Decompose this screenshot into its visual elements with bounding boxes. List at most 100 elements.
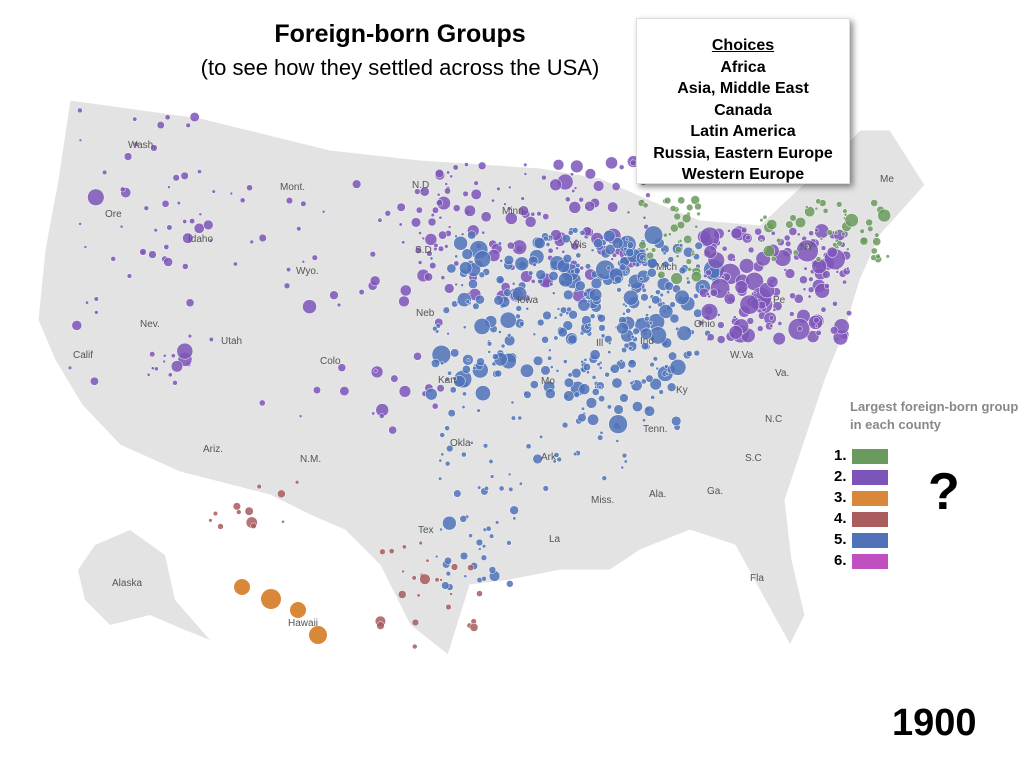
county-dot [669, 301, 676, 308]
county-dot [339, 386, 350, 397]
county-dot [845, 247, 850, 252]
county-dot [561, 249, 566, 254]
county-dot [467, 564, 474, 572]
county-dot [426, 250, 433, 257]
county-dot [519, 363, 534, 378]
county-dot [859, 236, 869, 246]
county-dot [452, 376, 458, 381]
county-dot [874, 232, 880, 238]
county-dot [563, 289, 574, 301]
county-dot [599, 430, 604, 435]
county-dot [313, 386, 321, 395]
county-dot [623, 459, 628, 464]
county-dot [454, 234, 458, 238]
county-dot [572, 227, 579, 234]
county-dot [700, 303, 719, 321]
county-dot [435, 323, 441, 329]
county-dot [579, 229, 586, 236]
county-dot [446, 263, 457, 274]
county-dot [598, 366, 603, 370]
county-dot [553, 452, 560, 458]
county-dot [492, 353, 499, 360]
county-dot [436, 199, 444, 207]
county-dot [699, 226, 721, 248]
county-dot [518, 481, 523, 486]
county-dot [805, 244, 810, 249]
county-dot [667, 256, 674, 263]
county-dot [94, 310, 99, 315]
county-dot [624, 270, 629, 274]
county-dot [78, 138, 83, 143]
county-dot [446, 170, 451, 175]
county-dot [870, 247, 878, 255]
state-label: Me [880, 174, 894, 185]
state-label: Miss. [591, 495, 614, 506]
county-dot [567, 229, 574, 236]
county-dot [530, 211, 536, 217]
county-dot [547, 355, 553, 361]
county-dot [424, 233, 438, 246]
county-dot [170, 360, 184, 373]
county-dot [785, 240, 792, 247]
county-dot [170, 353, 176, 359]
county-dot [454, 282, 458, 287]
county-dot [770, 230, 776, 236]
county-dot [212, 511, 219, 517]
county-dot [530, 279, 536, 284]
county-dot [401, 569, 405, 574]
county-dot [835, 270, 840, 274]
county-dot [444, 182, 449, 186]
county-dot [611, 182, 621, 191]
county-dot [545, 242, 551, 247]
county-dot [694, 202, 702, 211]
county-dot [667, 232, 672, 237]
county-dot [447, 370, 452, 376]
county-dot [613, 404, 624, 415]
county-dot [180, 171, 189, 180]
county-dot [126, 273, 133, 279]
county-dot [510, 415, 516, 421]
county-dot [388, 425, 397, 435]
county-dot [745, 234, 751, 241]
choice-item: Russia, Eastern Europe [653, 144, 833, 162]
county-dot [587, 299, 591, 304]
county-dot [459, 551, 469, 561]
county-dot [580, 359, 585, 364]
state-label: Idaho [188, 234, 213, 245]
county-dot [459, 261, 473, 275]
county-dot [414, 246, 422, 254]
county-dot [573, 267, 581, 275]
county-dot [431, 206, 439, 214]
county-dot [545, 388, 556, 399]
county-dot [460, 232, 465, 236]
state-label: Mo [541, 376, 555, 387]
state-label: Mont. [280, 182, 305, 193]
choice-item: Asia, Middle East [677, 80, 809, 97]
county-dot [481, 544, 487, 549]
county-dot [645, 247, 649, 252]
county-dot [578, 197, 584, 203]
state-label: Pe [773, 295, 786, 306]
county-dot [573, 391, 580, 398]
legend-swatch [852, 491, 888, 506]
county-dot [788, 227, 798, 236]
county-dot [444, 187, 451, 195]
county-dot [717, 321, 725, 329]
county-dot [859, 228, 865, 234]
county-dot [706, 333, 715, 342]
choices-heading: Choices [711, 37, 775, 54]
county-dot [616, 287, 622, 293]
county-dot [549, 282, 554, 287]
county-dot [467, 230, 477, 240]
county-dot [619, 393, 629, 403]
county-dot [740, 226, 748, 234]
county-dot [608, 414, 628, 434]
county-dot [444, 283, 455, 294]
county-dot [610, 257, 614, 261]
county-dot [842, 279, 847, 285]
county-dot [484, 485, 489, 491]
state-label: Fla [750, 573, 764, 584]
county-dot [558, 272, 574, 288]
county-dot [716, 335, 726, 344]
